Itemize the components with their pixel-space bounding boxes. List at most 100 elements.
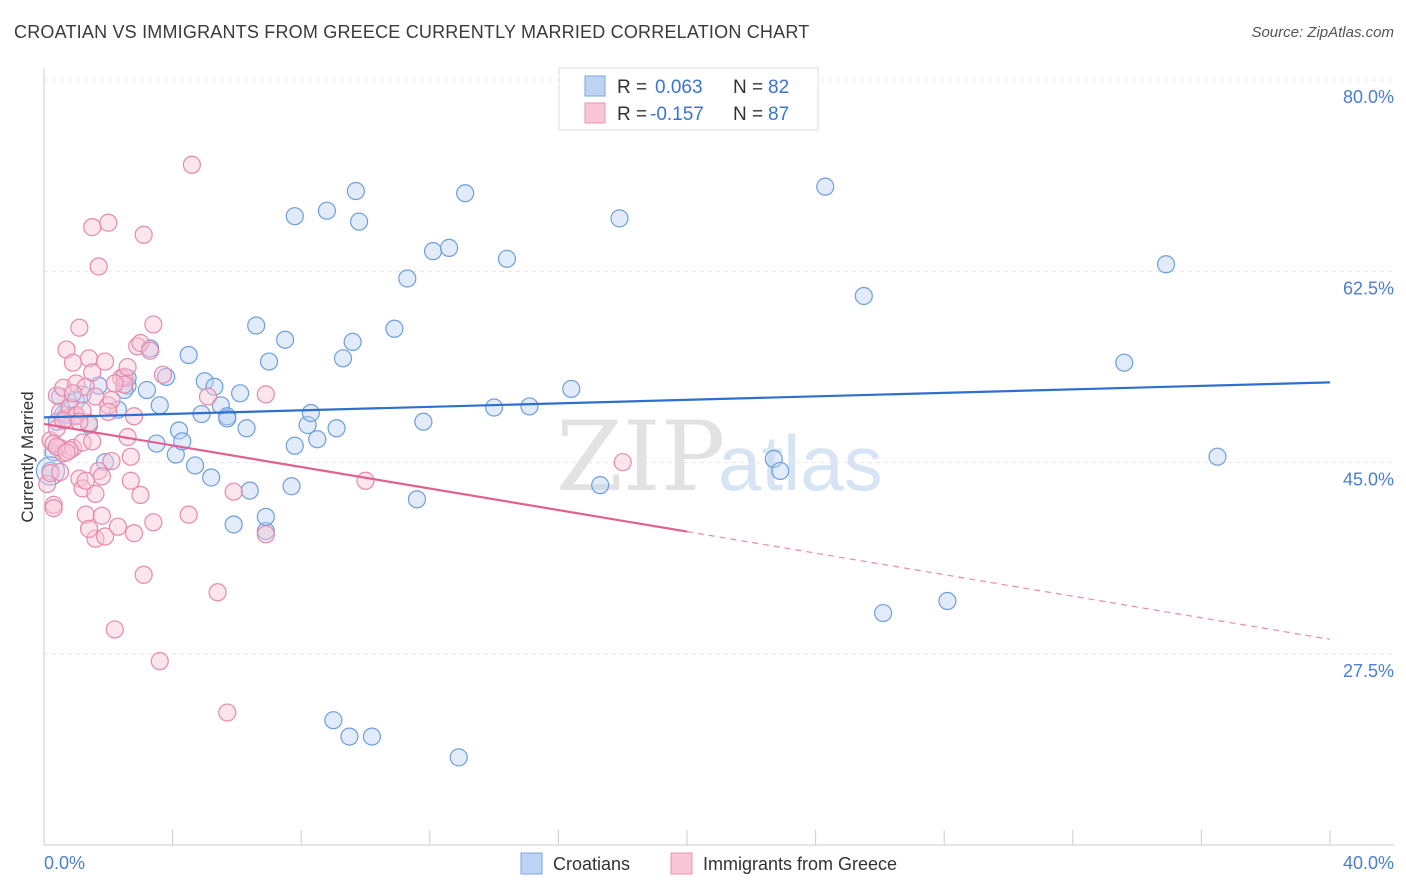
greece-point bbox=[57, 443, 76, 462]
trend-lines bbox=[43, 381, 1331, 640]
croatians-point bbox=[398, 269, 417, 288]
greece-point bbox=[134, 225, 153, 244]
greece-point bbox=[121, 447, 140, 466]
croatians-point bbox=[414, 412, 433, 431]
greece-trend-line bbox=[43, 422, 688, 533]
series-legend-label-greece: Immigrants from Greece bbox=[703, 854, 897, 874]
greece-point bbox=[115, 375, 134, 394]
greece-point bbox=[63, 384, 83, 403]
greece-point bbox=[92, 506, 111, 525]
legend-swatch-blue bbox=[584, 75, 606, 97]
greece-point bbox=[208, 583, 227, 602]
croatians-point bbox=[285, 207, 304, 226]
greece-point bbox=[182, 155, 201, 174]
croatians-point bbox=[449, 748, 468, 767]
croatians-point bbox=[591, 476, 610, 495]
greece-point bbox=[83, 218, 102, 237]
greece-point bbox=[95, 352, 115, 371]
croatians-point bbox=[1115, 353, 1134, 372]
greece-point bbox=[63, 353, 83, 372]
croatians-point bbox=[317, 201, 337, 220]
greece-point bbox=[198, 387, 218, 406]
croatians-point bbox=[308, 430, 327, 449]
greece-point bbox=[83, 432, 102, 451]
greece-point bbox=[38, 474, 57, 494]
croatians-point bbox=[195, 372, 214, 391]
greece-point bbox=[50, 462, 70, 482]
x-ticks bbox=[43, 830, 1331, 845]
greece-point bbox=[179, 505, 198, 524]
croatians-point bbox=[423, 242, 443, 261]
y-tick-label: 80.0% bbox=[1343, 87, 1394, 107]
greece-point bbox=[44, 498, 63, 518]
legend-r-label-1: R = bbox=[617, 77, 647, 98]
croatians-point bbox=[1156, 255, 1176, 274]
greece-point bbox=[83, 363, 102, 382]
croatians-point bbox=[150, 396, 169, 415]
axes bbox=[43, 68, 1394, 846]
croatians-point bbox=[202, 468, 221, 487]
greece-point bbox=[613, 453, 632, 472]
greece-point bbox=[115, 367, 134, 386]
series-legend-swatch-croatians bbox=[520, 852, 543, 875]
greece-point bbox=[108, 517, 128, 536]
greece-point bbox=[140, 341, 160, 360]
croatians-point bbox=[218, 409, 237, 428]
croatians-point bbox=[247, 316, 266, 335]
croatians-point bbox=[157, 367, 176, 386]
greece-point bbox=[218, 703, 237, 722]
greece-point bbox=[121, 471, 140, 490]
greece-point bbox=[70, 318, 89, 337]
croatians-point bbox=[186, 456, 205, 475]
greece-point bbox=[89, 257, 108, 276]
greece-point bbox=[105, 620, 124, 639]
croatians-point bbox=[816, 177, 835, 196]
greece-point bbox=[118, 357, 137, 377]
gridlines bbox=[44, 79, 1394, 655]
greece-point bbox=[150, 652, 169, 671]
croatians-point bbox=[256, 507, 275, 526]
greece-point bbox=[131, 485, 150, 505]
greece-point bbox=[144, 315, 163, 334]
legend-n-value-1: 82 bbox=[768, 77, 789, 98]
croatians-point bbox=[439, 238, 459, 257]
greece-point bbox=[256, 525, 275, 544]
greece-point bbox=[105, 374, 124, 393]
y-tick-labels: 80.0% 62.5% 45.0% 27.5% bbox=[1343, 87, 1394, 681]
greece-point bbox=[76, 471, 95, 490]
croatians-point bbox=[333, 349, 353, 368]
croatians-point bbox=[346, 181, 365, 201]
croatians-point bbox=[115, 380, 134, 400]
greece-point bbox=[47, 437, 66, 456]
croatians-point bbox=[610, 209, 629, 228]
croatians-point bbox=[259, 352, 279, 371]
source-label: Source: ZipAtlas.com bbox=[1251, 24, 1394, 41]
croatians-point bbox=[340, 727, 359, 746]
croatians-point bbox=[485, 398, 504, 417]
croatians-point bbox=[179, 345, 198, 365]
series-legend-label-croatians: Croatians bbox=[553, 854, 630, 874]
y-tick-label: 27.5% bbox=[1343, 661, 1394, 681]
croatians-point bbox=[276, 330, 295, 349]
croatians-point bbox=[520, 397, 539, 416]
greece-point bbox=[73, 401, 92, 420]
croatians-point bbox=[237, 419, 256, 438]
greece-point bbox=[76, 505, 95, 524]
greece-point bbox=[144, 513, 163, 532]
croatians-point bbox=[285, 436, 304, 455]
croatians-point bbox=[324, 711, 343, 730]
x-tick-label-min: 0.0% bbox=[44, 853, 85, 873]
watermark-zip: ZIP bbox=[556, 401, 725, 513]
greece-point bbox=[131, 333, 150, 353]
greece-point bbox=[124, 524, 144, 543]
croatians-points bbox=[35, 177, 1227, 767]
legend-r-label-2: R = bbox=[617, 104, 647, 125]
croatians-point bbox=[301, 403, 320, 423]
series-legend-swatch-greece bbox=[670, 852, 693, 875]
y-tick-label: 62.5% bbox=[1343, 278, 1394, 298]
croatians-point bbox=[854, 286, 873, 306]
croatians-point bbox=[282, 477, 301, 496]
greece-point bbox=[224, 482, 243, 501]
croatians-point bbox=[327, 419, 346, 438]
